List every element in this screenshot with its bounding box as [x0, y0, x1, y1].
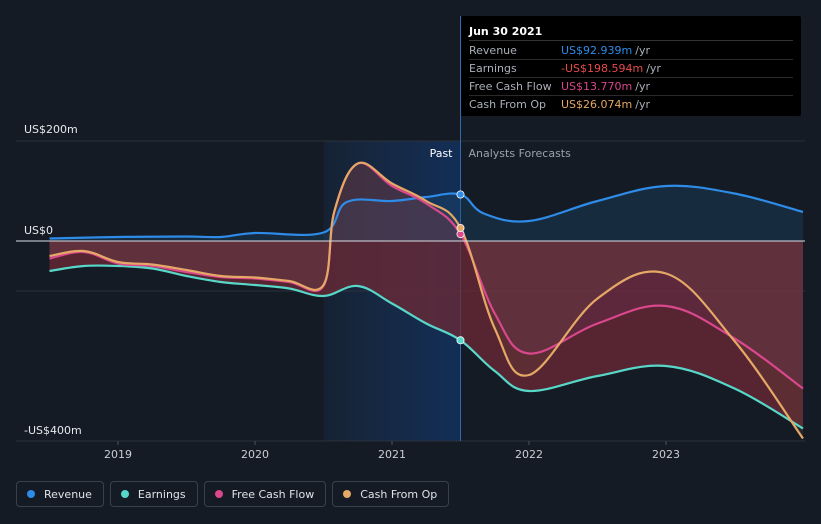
- tooltip-row-unit: /yr: [635, 44, 650, 57]
- tooltip-row-value: US$13.770m: [561, 80, 633, 93]
- cash-from-op-area: [49, 162, 803, 439]
- earnings-marker[interactable]: [456, 336, 465, 345]
- y-axis-label: US$0: [24, 224, 53, 237]
- legend-item-free-cash-flow[interactable]: Free Cash Flow: [203, 481, 327, 507]
- y-axis-label: US$200m: [24, 123, 78, 136]
- legend-dot-icon: [27, 490, 35, 498]
- tooltip-row: Revenue US$92.939m/yr: [469, 42, 793, 60]
- cash-from-op-line: [49, 161, 804, 440]
- y-axis-label: -US$400m: [24, 424, 82, 437]
- tooltip-row-label: Cash From Op: [469, 98, 547, 111]
- legend-item-earnings[interactable]: Earnings: [109, 481, 198, 507]
- tooltip-row: Free Cash Flow US$13.770m/yr: [469, 78, 793, 96]
- legend-dot-icon: [214, 490, 223, 498]
- legend-item-cash-from-op[interactable]: Cash From Op: [332, 481, 450, 507]
- revenue-line: [49, 184, 804, 240]
- x-tick-label: 2019: [104, 448, 132, 461]
- tooltip-row-unit: /yr: [646, 62, 661, 75]
- x-tick-label: 2021: [378, 448, 406, 461]
- revenue-marker[interactable]: [456, 190, 465, 199]
- free-cash-flow-area: [49, 162, 803, 389]
- x-tick-label: 2020: [241, 448, 269, 461]
- tooltip-row-label: Earnings: [469, 62, 517, 75]
- tooltip-row-value: US$26.074m: [561, 98, 633, 111]
- tooltip-row-value: -US$198.594m: [561, 62, 644, 75]
- legend-item-revenue[interactable]: Revenue: [16, 481, 104, 507]
- earnings-line: [49, 264, 804, 430]
- legend-dot-icon: [120, 490, 129, 498]
- earnings-area: [49, 241, 803, 429]
- legend-label: Free Cash Flow: [231, 487, 315, 501]
- tooltip-row-value: US$92.939m: [561, 44, 633, 57]
- forecast-label: Analysts Forecasts: [469, 147, 572, 160]
- x-tick-label: 2023: [652, 448, 680, 461]
- legend: Revenue Earnings Free Cash Flow Cash From O…: [16, 481, 450, 509]
- tooltip-date: Jun 30 2021: [469, 24, 793, 41]
- revenue-area: [49, 185, 803, 241]
- legend-label: Cash From Op: [360, 487, 438, 501]
- tooltip: Jun 30 2021 Revenue US$92.939m/yr Earnings…: [461, 16, 801, 116]
- tooltip-row-label: Free Cash Flow: [469, 80, 552, 93]
- legend-label: Revenue: [44, 487, 92, 501]
- cash-from-op-marker[interactable]: [456, 223, 465, 232]
- x-tick-label: 2022: [515, 448, 543, 461]
- tooltip-row: Cash From Op US$26.074m/yr: [469, 96, 793, 113]
- tooltip-row-unit: /yr: [635, 80, 650, 93]
- legend-dot-icon: [343, 490, 352, 498]
- legend-label: Earnings: [137, 487, 186, 501]
- past-label: Past: [430, 147, 454, 160]
- tooltip-row-unit: /yr: [635, 98, 650, 111]
- tooltip-row-label: Revenue: [469, 44, 517, 57]
- tooltip-row: Earnings -US$198.594m/yr: [469, 60, 793, 78]
